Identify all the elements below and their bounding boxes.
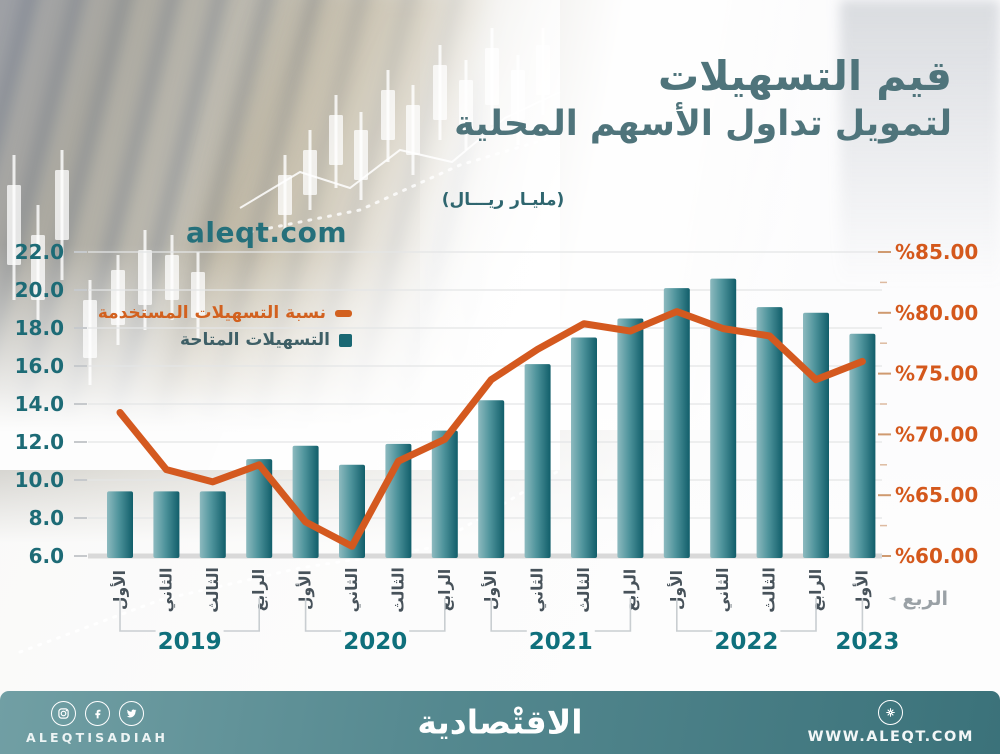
svg-text:الثاني: الثاني [714, 568, 733, 613]
footer-social-block: ALEQTISADIAH [26, 700, 169, 745]
aleqt-ball-icon[interactable] [878, 700, 904, 725]
left-arrow-icon: ◄ [888, 594, 896, 604]
svg-text:الثاني: الثاني [343, 568, 362, 613]
quarter-axis-label: الربع ◄ [888, 588, 948, 610]
svg-text:%80.00: %80.00 [895, 301, 978, 325]
legend-item-available: التسهيلات المتاحة [180, 330, 352, 350]
social-icons [50, 700, 144, 726]
svg-text:14.0: 14.0 [15, 392, 64, 416]
svg-text:الأول: الأول [667, 570, 686, 610]
social-handle: ALEQTISADIAH [26, 729, 169, 745]
svg-text:16.0: 16.0 [15, 354, 64, 378]
svg-text:2019: 2019 [158, 629, 222, 655]
background-white-wash [420, 0, 800, 430]
svg-text:الثالث: الثالث [389, 567, 407, 613]
svg-text:18.0: 18.0 [15, 316, 64, 340]
svg-text:2023: 2023 [835, 629, 899, 655]
legend-label-available: التسهيلات المتاحة [179, 330, 330, 350]
svg-text:%65.00: %65.00 [895, 483, 978, 507]
background-right-building [840, 0, 1000, 350]
svg-text:2020: 2020 [343, 629, 407, 655]
svg-text:12.0: 12.0 [15, 430, 64, 454]
svg-text:%70.00: %70.00 [895, 422, 978, 446]
svg-text:الأول: الأول [481, 570, 500, 610]
svg-text:الرابع: الرابع [807, 569, 825, 612]
svg-text:الثالث: الثالث [204, 567, 222, 613]
svg-text:الثالث: الثالث [761, 567, 779, 613]
svg-text:الرابع: الرابع [621, 569, 639, 612]
title-line-1: قيم التسهيلات [657, 52, 952, 100]
svg-text:الأول: الأول [852, 570, 871, 610]
aleqtisadiah-logo: الاقتْصادية [417, 702, 583, 742]
svg-text:22.0: 22.0 [15, 240, 64, 264]
svg-text:%75.00: %75.00 [895, 362, 978, 386]
title-line-2: لتمويل تداول الأسهم المحلية [454, 104, 952, 145]
svg-text:الثاني: الثاني [529, 568, 548, 613]
svg-text:2021: 2021 [529, 629, 593, 655]
facebook-icon[interactable] [84, 700, 110, 726]
footer-website[interactable]: WWW.ALEQT.COM [807, 729, 974, 745]
instagram-icon[interactable] [50, 700, 76, 726]
legend-dash-marker [335, 309, 352, 317]
svg-text:%85.00: %85.00 [895, 240, 978, 264]
svg-text:6.0: 6.0 [29, 544, 64, 568]
svg-text:20.0: 20.0 [15, 278, 64, 302]
svg-text:الأول: الأول [110, 570, 129, 610]
svg-text:الأول: الأول [296, 570, 315, 610]
legend-square-marker [339, 333, 352, 347]
footer-website-block: WWW.ALEQT.COM [808, 700, 974, 745]
legend-label-used-ratio: نسبة التسهيلات المستخدمة [97, 303, 326, 323]
twitter-icon[interactable] [118, 700, 144, 726]
quarter-axis-text: الربع [902, 588, 948, 610]
svg-text:الرابع: الرابع [250, 569, 268, 612]
svg-text:الثالث: الثالث [575, 567, 593, 613]
svg-text:%60.00: %60.00 [895, 544, 978, 568]
chart-title: قيم التسهيلات لتمويل تداول الأسهم المحلي… [454, 52, 952, 145]
svg-text:10.0: 10.0 [15, 468, 64, 492]
unit-label: (مليـار ريـــال) [441, 190, 565, 210]
svg-text:8.0: 8.0 [29, 506, 64, 530]
svg-text:الرابع: الرابع [436, 569, 454, 612]
legend: نسبة التسهيلات المستخدمة التسهيلات المتا… [98, 303, 352, 350]
website-watermark: aleqt.com [186, 216, 348, 249]
svg-text:2022: 2022 [714, 629, 778, 655]
legend-item-used-ratio: نسبة التسهيلات المستخدمة [98, 303, 352, 323]
svg-text:الثاني: الثاني [157, 568, 176, 613]
footer-bar: ALEQTISADIAH الاقتْصادية WWW.ALEQT.COM [0, 691, 1000, 754]
